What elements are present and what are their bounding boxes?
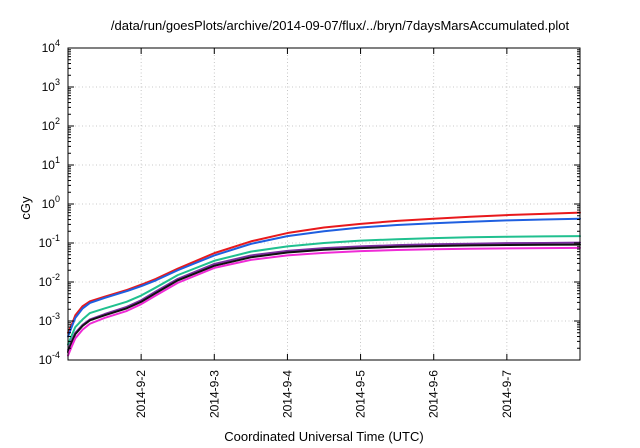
y-tick-label: 104 [42, 38, 60, 55]
x-tick-label: 2014-9-4 [280, 370, 294, 418]
x-tick-label: 2014-9-6 [427, 370, 441, 418]
y-tick-label: 10-1 [39, 233, 60, 250]
series-line-purple [67, 241, 581, 352]
chart-title: /data/run/goesPlots/archive/2014-09-07/f… [111, 18, 570, 33]
x-tick-label: 2014-9-3 [207, 370, 221, 418]
series-line-black [67, 243, 581, 354]
x-axis-title: Coordinated Universal Time (UTC) [224, 429, 423, 444]
series-line-red [67, 211, 581, 334]
y-tick-label: 10-4 [39, 350, 60, 367]
y-axis-title: cGy [18, 196, 33, 220]
series-line-green [67, 235, 581, 346]
x-tick-label: 2014-9-2 [134, 370, 148, 418]
x-tick-labels: 2014-9-2 2014-9-3 2014-9-4 2014-9-5 2014-9-6… [134, 370, 514, 418]
y-tick-label: 10-2 [39, 272, 60, 289]
series-line-magenta [67, 246, 581, 357]
x-tick-label: 2014-9-5 [354, 370, 368, 418]
y-tick-label: 102 [42, 116, 60, 133]
series-line-blue [67, 217, 581, 338]
y-tick-labels: 10-4 10-3 10-2 10-1 100 101 102 103 104 [39, 38, 60, 367]
y-tick-label: 100 [42, 194, 60, 211]
x-tick-label: 2014-9-7 [500, 370, 514, 418]
axis-ticks [68, 47, 580, 361]
y-tick-label: 10-3 [39, 311, 60, 328]
y-tick-label: 103 [42, 77, 60, 94]
gridlines [68, 48, 580, 360]
data-series [67, 211, 581, 357]
y-tick-label: 101 [42, 155, 60, 172]
